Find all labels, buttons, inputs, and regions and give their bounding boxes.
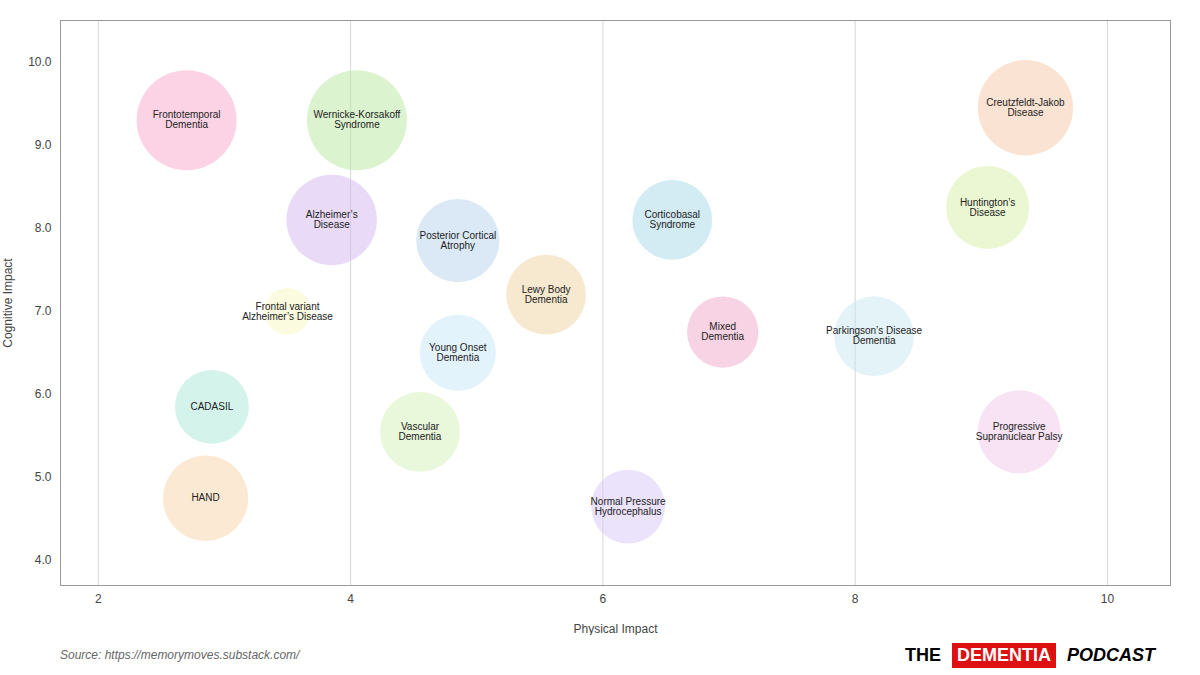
svg-text:6: 6 xyxy=(600,592,607,606)
svg-text:Cognitive Impact: Cognitive Impact xyxy=(1,258,15,348)
svg-text:Young OnsetDementia: Young OnsetDementia xyxy=(429,342,487,363)
svg-text:7.0: 7.0 xyxy=(35,304,52,318)
svg-text:Alzheimer’sDisease: Alzheimer’sDisease xyxy=(306,209,358,230)
svg-text:8: 8 xyxy=(852,592,859,606)
svg-text:Normal PressureHydrocephalus: Normal PressureHydrocephalus xyxy=(591,496,666,517)
svg-text:ProgressiveSupranuclear Palsy: ProgressiveSupranuclear Palsy xyxy=(976,421,1063,442)
svg-text:MixedDementia: MixedDementia xyxy=(701,321,744,342)
svg-text:5.0: 5.0 xyxy=(35,470,52,484)
svg-text:Huntington’sDisease: Huntington’sDisease xyxy=(960,197,1015,218)
svg-text:9.0: 9.0 xyxy=(35,138,52,152)
svg-text:2: 2 xyxy=(95,592,102,606)
svg-text:Lewy BodyDementia: Lewy BodyDementia xyxy=(522,284,571,305)
svg-text:6.0: 6.0 xyxy=(35,387,52,401)
svg-text:CorticobasalSyndrome: CorticobasalSyndrome xyxy=(644,209,700,230)
svg-text:CADASIL: CADASIL xyxy=(190,401,233,412)
svg-text:Parkingson’s DiseaseDementia: Parkingson’s DiseaseDementia xyxy=(826,325,922,346)
html-text:Source: https://memorymoves.su: Source: https://memorymoves.substack.com… xyxy=(60,648,300,662)
html-text:PODCAST: PODCAST xyxy=(1067,644,1155,665)
svg-text:HAND: HAND xyxy=(191,492,219,503)
html-text:THE: THE xyxy=(905,644,941,665)
svg-text:FrontotemporalDementia: FrontotemporalDementia xyxy=(153,109,221,130)
svg-text:8.0: 8.0 xyxy=(35,221,52,235)
svg-text:4.0: 4.0 xyxy=(35,553,52,567)
svg-text:VascularDementia: VascularDementia xyxy=(399,421,442,442)
svg-text:Wernicke-KorsakoffSyndrome: Wernicke-KorsakoffSyndrome xyxy=(313,109,400,130)
svg-text:10: 10 xyxy=(1101,592,1115,606)
svg-text:Frontal variantAlzheimer’s Dis: Frontal variantAlzheimer’s Disease xyxy=(242,301,333,322)
svg-text:Creutzfeldt-JakobDisease: Creutzfeldt-JakobDisease xyxy=(986,97,1065,118)
svg-text:Posterior CorticalAtrophy: Posterior CorticalAtrophy xyxy=(419,230,496,251)
svg-text:10.0: 10.0 xyxy=(28,55,52,69)
svg-text:4: 4 xyxy=(347,592,354,606)
html-text:DEMENTIA: DEMENTIA xyxy=(957,644,1051,665)
svg-text:Physical Impact: Physical Impact xyxy=(573,622,658,636)
